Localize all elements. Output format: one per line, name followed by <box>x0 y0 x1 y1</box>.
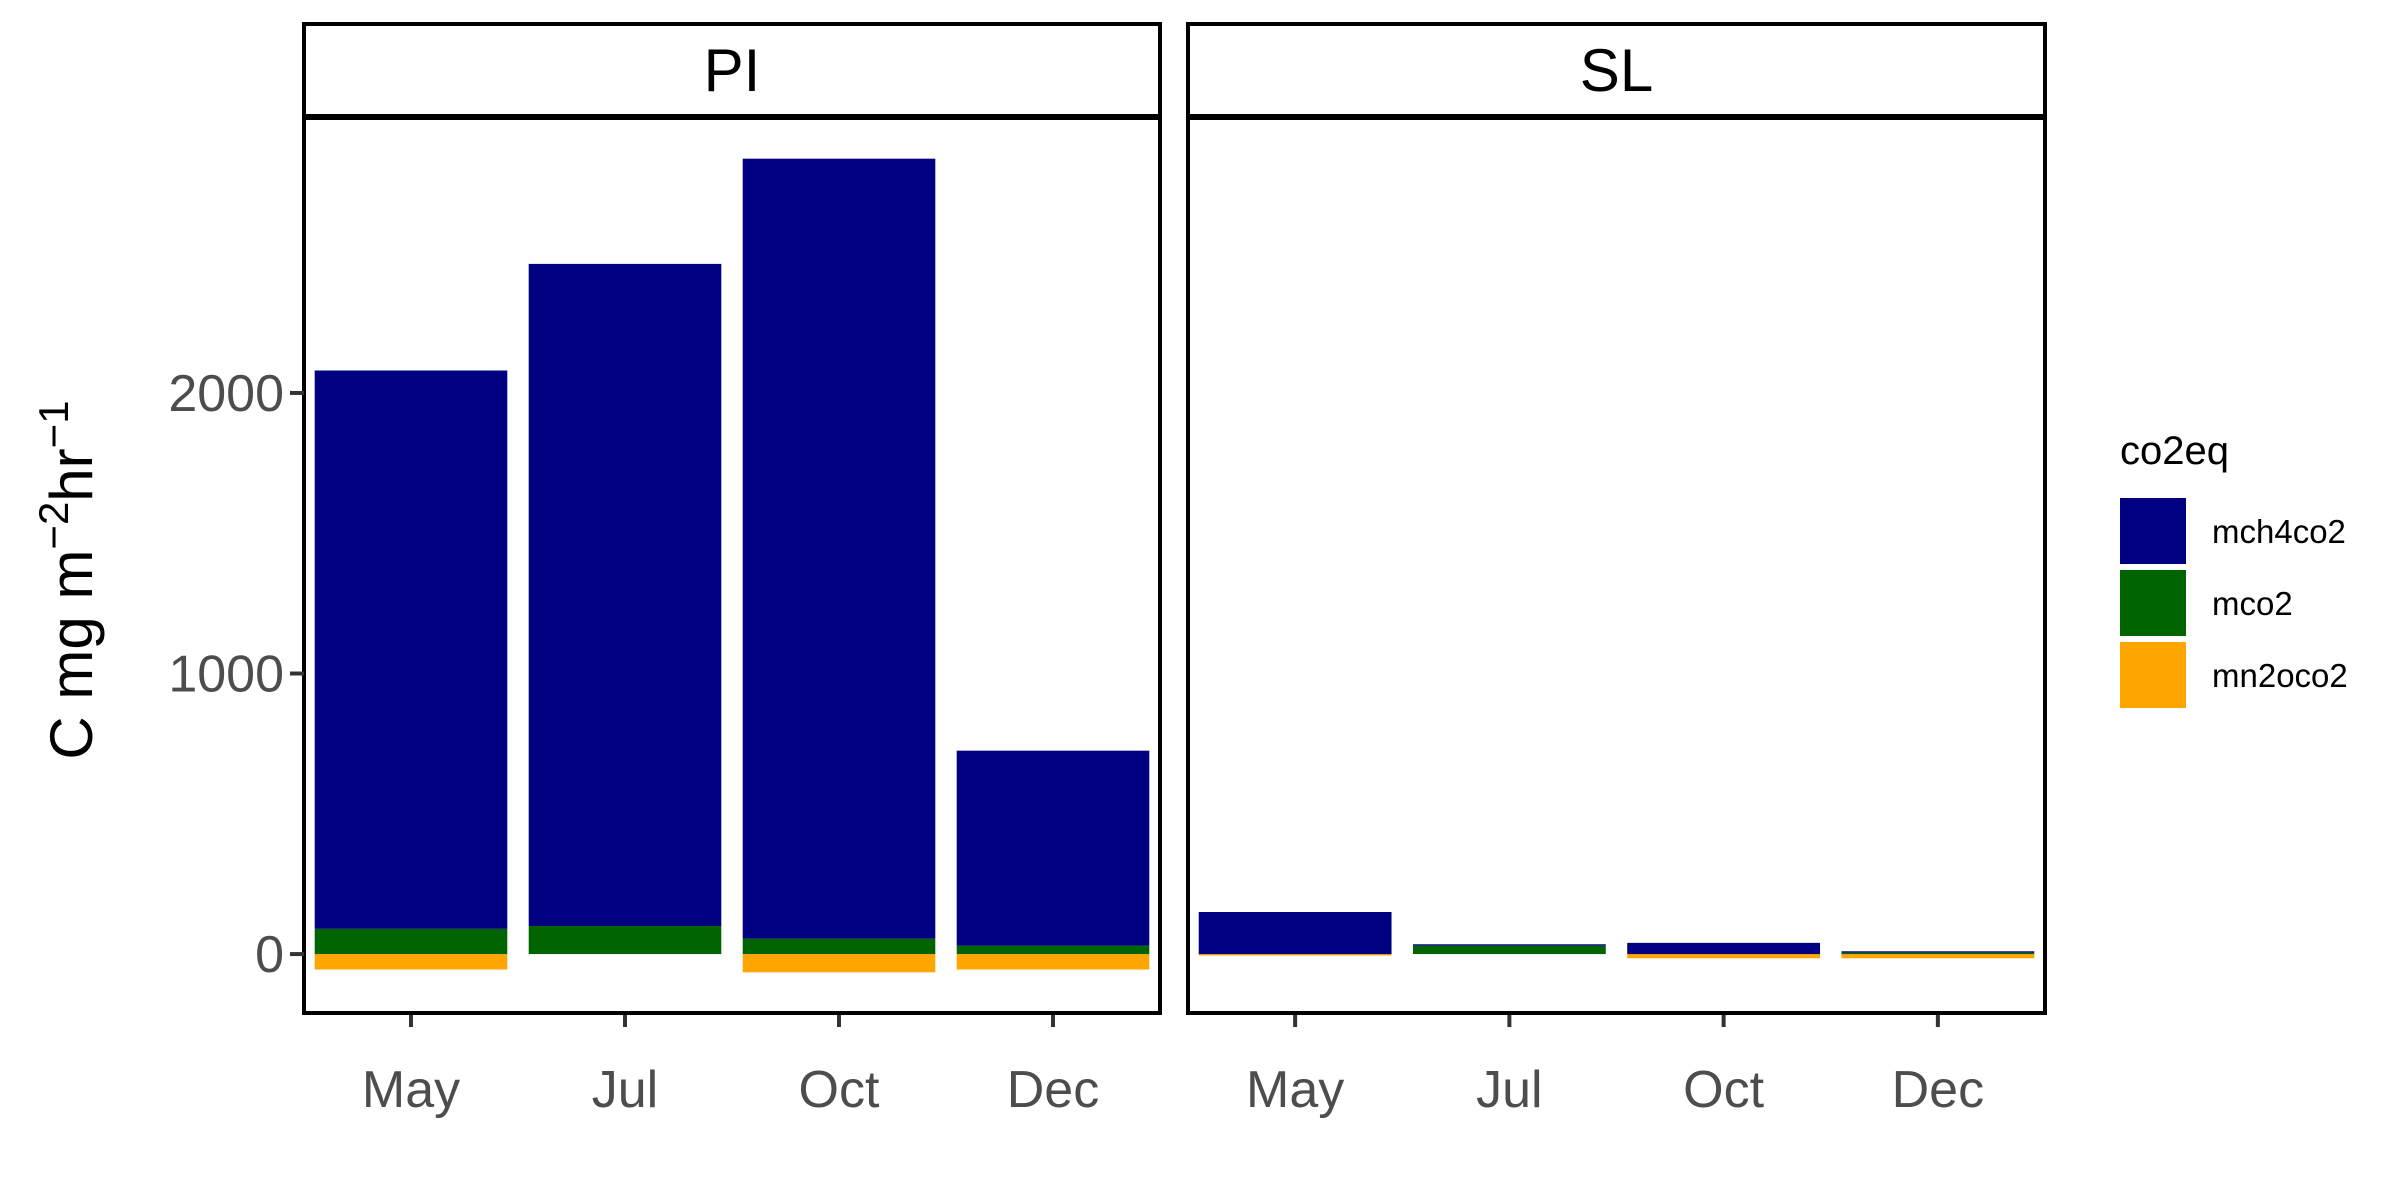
legend-entries: mch4co2 mco2 mn2oco2 <box>2120 498 2348 708</box>
x-tick-label: Oct <box>1683 1061 1764 1119</box>
y-axis-title-base: C mg m <box>38 550 105 760</box>
panel-border <box>302 116 1162 1015</box>
facet-strip <box>302 22 1162 118</box>
bar-pi-jul-mco2 <box>528 926 722 955</box>
panel-border <box>1186 116 2047 1015</box>
legend-label-mch4co2: mch4co2 <box>2212 513 2346 550</box>
legend-label-mn2oco2: mn2oco2 <box>2212 657 2348 694</box>
bar-sl-may-mn2oco2 <box>1198 954 1392 956</box>
bar-sl-dec-mco2 <box>1841 952 2035 955</box>
y-tick-label: 0 <box>255 926 284 984</box>
x-tick-label: Oct <box>799 1061 880 1119</box>
y-tick-label: 2000 <box>168 365 284 423</box>
facet-strip <box>1186 22 2047 118</box>
legend-key-mn2oco2 <box>2120 642 2186 708</box>
x-tick-label: Jul <box>1476 1061 1542 1119</box>
facet-strip-label: SL <box>1580 37 1653 104</box>
panel-background <box>1188 118 2045 1013</box>
legend-label-mco2: mco2 <box>2212 585 2293 622</box>
bar-sl-oct-mn2oco2 <box>1627 954 1821 959</box>
bar-pi-may-mco2 <box>314 928 508 955</box>
x-tick-label: Dec <box>1892 1061 1984 1119</box>
bar-pi-oct-mco2 <box>742 938 936 955</box>
bar-pi-may-mn2oco2 <box>314 954 508 970</box>
facet-pi: PI May Jul Oct Dec 0 1000 2000 <box>168 22 1162 1119</box>
bar-pi-may-mch4co2 <box>314 370 508 929</box>
bar-sl-may-mch4co2 <box>1198 911 1392 955</box>
bar-pi-dec-mco2 <box>956 945 1150 955</box>
bar-pi-oct-mch4co2 <box>742 158 936 939</box>
legend-key-mch4co2 <box>2120 498 2186 564</box>
legend: co2eq mch4co2 mco2 mn2oco2 <box>2120 429 2348 708</box>
y-axis-title: C mg m−2hr−1 <box>30 400 105 759</box>
bar-sl-dec-mch4co2 <box>1841 951 2035 953</box>
x-tick-label: May <box>362 1061 460 1119</box>
x-tick-label: Dec <box>1007 1061 1099 1119</box>
facet-strip-label: PI <box>704 37 761 104</box>
bar-pi-jul-mch4co2 <box>528 263 722 927</box>
bar-pi-dec-mn2oco2 <box>956 954 1150 970</box>
x-tick-label: May <box>1246 1061 1344 1119</box>
y-axis-title-mid: hr <box>38 448 105 501</box>
x-tick-label: Jul <box>592 1061 658 1119</box>
legend-title: co2eq <box>2120 429 2229 473</box>
bar-sl-jul-mco2 <box>1412 945 1606 955</box>
facet-sl: SL May Jul Oct Dec <box>1186 22 2047 1119</box>
bar-sl-jul-mch4co2 <box>1412 944 1606 946</box>
facets: PI May Jul Oct Dec 0 1000 2000 SL May Jul Oct Dec <box>168 22 2047 1119</box>
legend-key-mco2 <box>2120 570 2186 636</box>
y-axis-title-exp2: −1 <box>30 400 77 448</box>
bar-sl-oct-mch4co2 <box>1627 942 1821 955</box>
bar-sl-dec-mn2oco2 <box>1841 954 2035 959</box>
bar-pi-dec-mch4co2 <box>956 750 1150 946</box>
bar-pi-oct-mn2oco2 <box>742 954 936 973</box>
y-axis-title-exp1: −2 <box>30 502 77 550</box>
y-tick-label: 1000 <box>168 646 284 704</box>
